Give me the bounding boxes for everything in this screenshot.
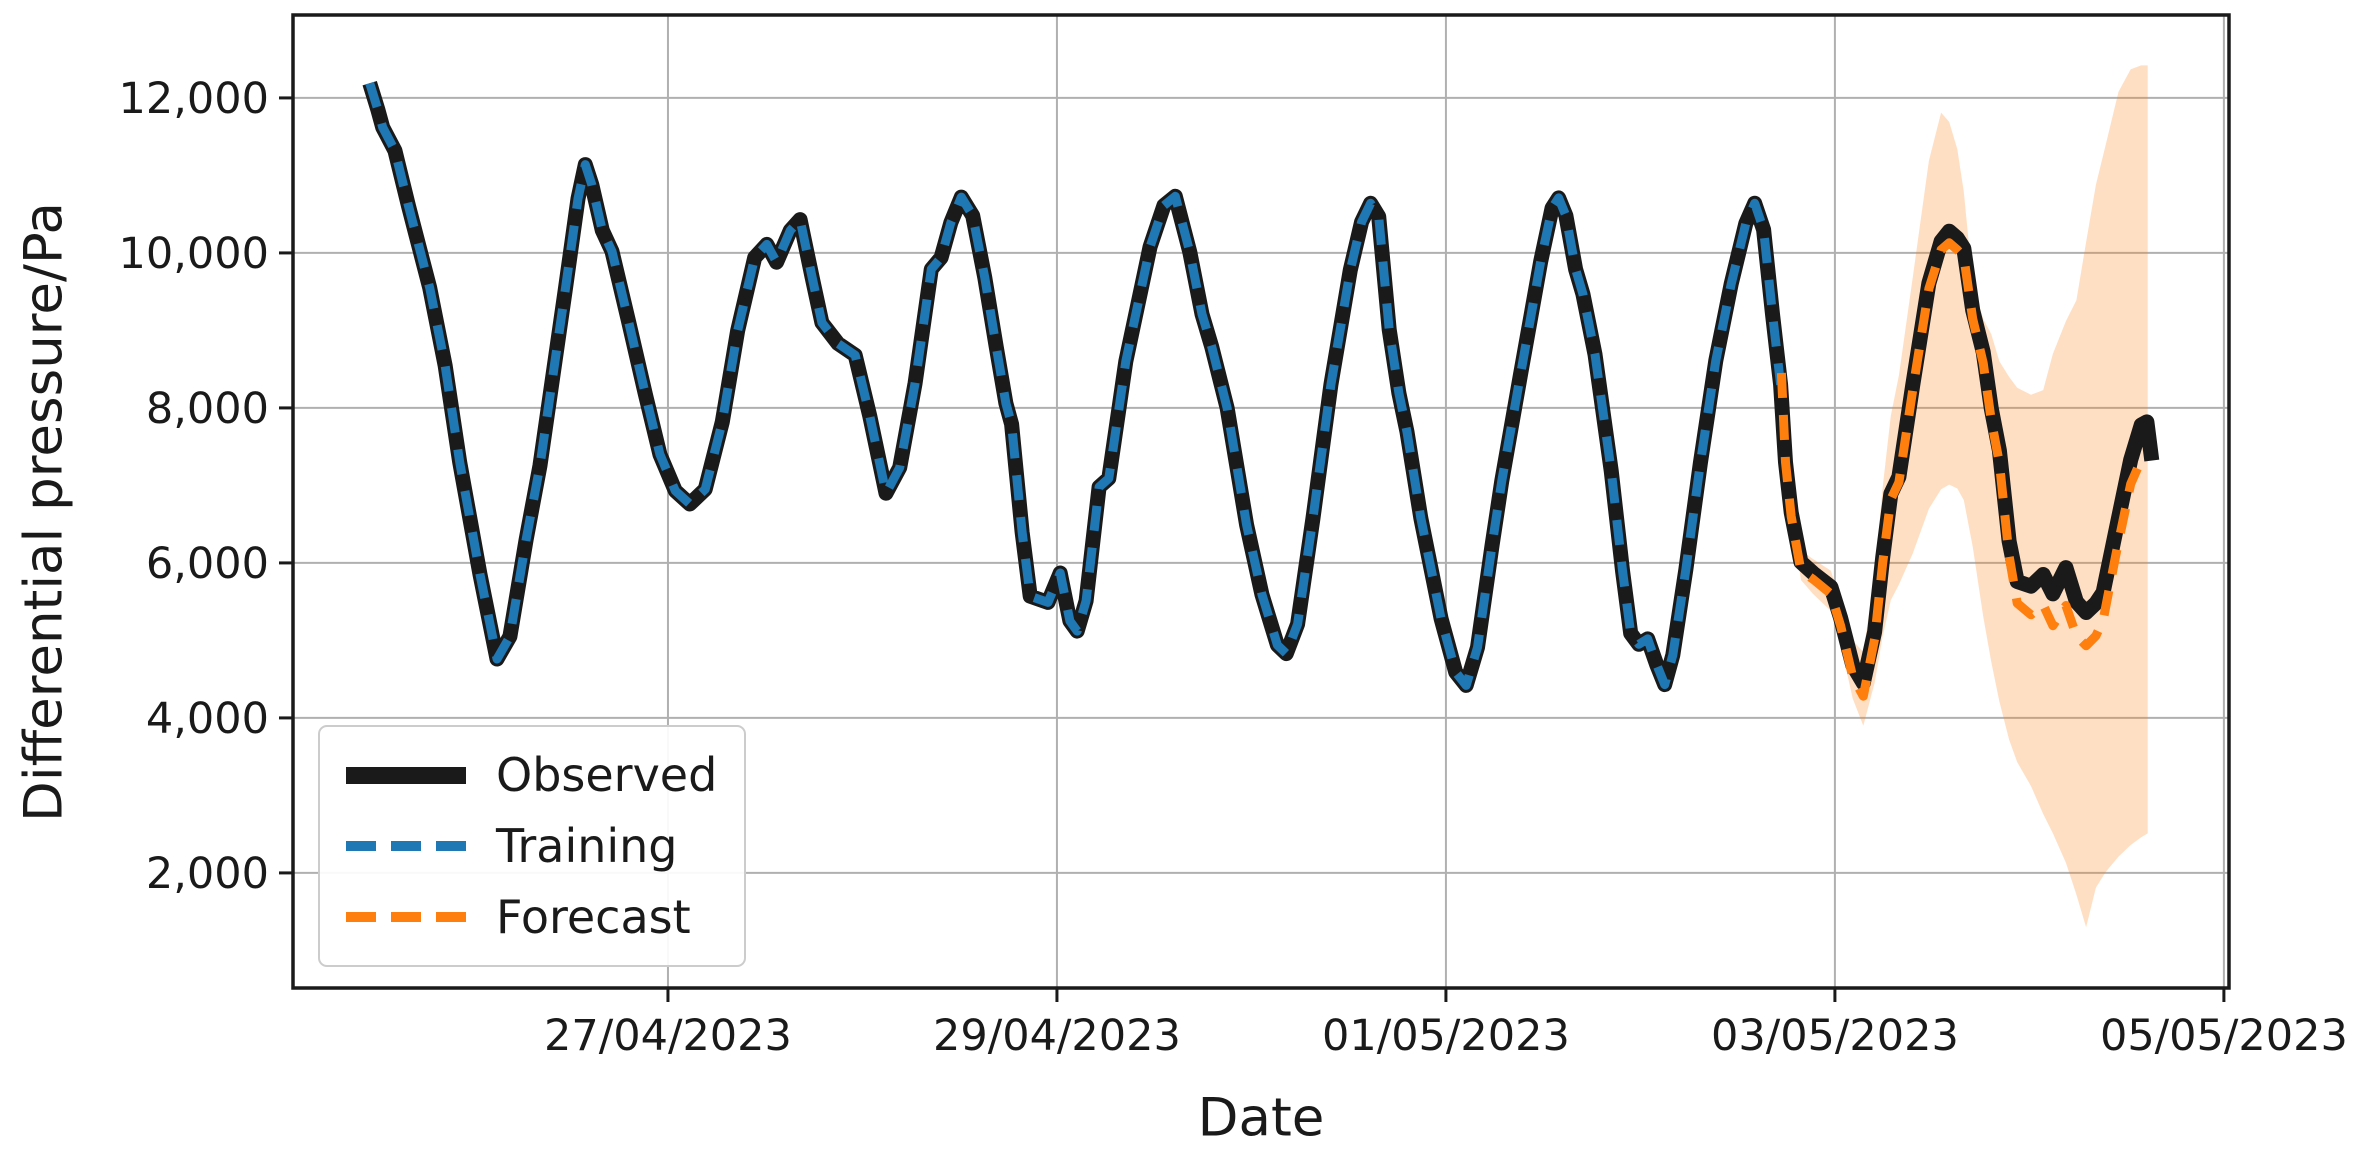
legend-item-observed: Observed xyxy=(346,752,744,798)
x-tick-label: 01/05/2023 xyxy=(1322,1011,1570,1061)
x-tick-label: 05/05/2023 xyxy=(2100,1011,2348,1061)
legend-item-forecast: Forecast xyxy=(346,894,744,940)
training-line xyxy=(365,81,1786,690)
legend-label-forecast: Forecast xyxy=(496,890,691,944)
legend-label-training: Training xyxy=(496,819,678,873)
legend-item-training: Training xyxy=(346,823,744,869)
x-tick-label: 27/04/2023 xyxy=(544,1011,792,1061)
x-tick-label: 03/05/2023 xyxy=(1711,1011,1959,1061)
y-tick-label: 12,000 xyxy=(119,74,269,124)
legend: Observed Training Forecast xyxy=(318,725,746,967)
y-tick-label: 4,000 xyxy=(146,694,269,744)
y-tick-label: 8,000 xyxy=(146,384,269,434)
observed-line-swatch xyxy=(346,766,466,784)
y-tick-labels: 2,000 4,000 6,000 8,000 10,000 12,000 xyxy=(119,74,269,899)
legend-label-observed: Observed xyxy=(496,748,718,802)
y-axis-label: Differential pressure/Pa xyxy=(13,202,75,822)
x-axis-label: Date xyxy=(1197,1087,1325,1149)
plot-area-border xyxy=(291,13,2231,990)
y-tick-label: 2,000 xyxy=(146,849,269,899)
x-tick-labels: 27/04/2023 29/04/2023 01/05/2023 03/05/2023… xyxy=(544,1011,2348,1061)
x-tick-label: 29/04/2023 xyxy=(933,1011,1181,1061)
confidence-band xyxy=(1781,65,2148,928)
y-tick-label: 6,000 xyxy=(146,539,269,589)
training-line-swatch xyxy=(346,841,466,851)
forecast-line xyxy=(1776,238,2148,701)
forecast-line-swatch xyxy=(346,912,466,922)
y-tick-label: 10,000 xyxy=(119,229,269,279)
axis-ticks xyxy=(279,96,2226,1002)
